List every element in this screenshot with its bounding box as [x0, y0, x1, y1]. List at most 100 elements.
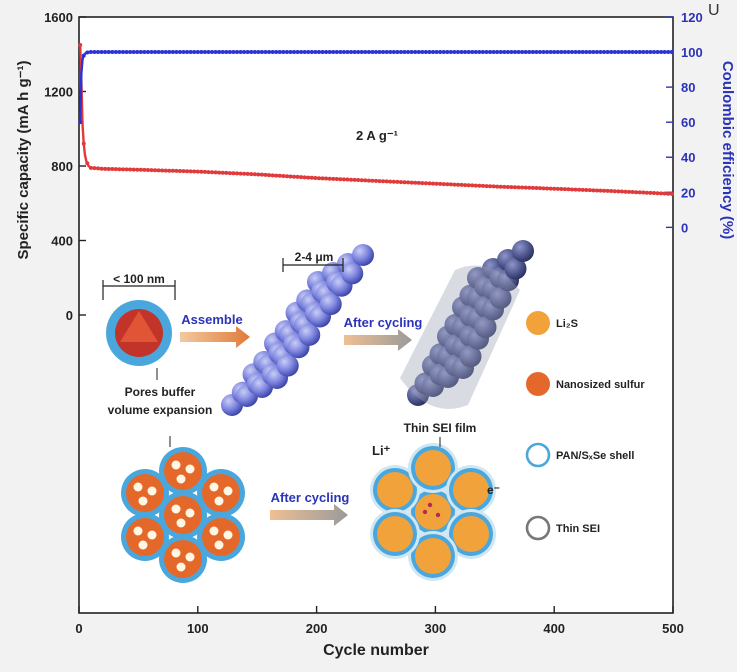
series-point: [156, 50, 161, 55]
cycled-cluster: [370, 443, 496, 581]
series-point: [598, 188, 603, 193]
series-point: [573, 187, 578, 192]
series-point: [249, 172, 254, 177]
series-point: [185, 50, 190, 55]
series-point: [142, 50, 147, 55]
series-point: [612, 189, 617, 194]
series-point: [534, 50, 539, 55]
after-cycling-arrow-bottom: After cycling: [270, 490, 349, 526]
series-point: [555, 186, 560, 191]
after-cycling-label-top: After cycling: [344, 315, 423, 330]
size-label-large: 2-4 μm: [295, 250, 334, 264]
series-point: [281, 50, 286, 55]
series-point: [128, 167, 133, 172]
series-point: [206, 50, 211, 55]
series-point: [252, 172, 257, 177]
cluster-pore: [209, 482, 219, 492]
corner-glyph: U: [708, 2, 720, 19]
cluster-pore: [214, 540, 224, 550]
series-point: [113, 50, 118, 55]
cluster-pore: [185, 508, 195, 518]
series-point: [566, 187, 571, 192]
series-point: [455, 182, 460, 187]
series-point: [81, 141, 86, 146]
right-tick-label: 80: [681, 80, 695, 95]
cluster-pore: [214, 496, 224, 506]
series-point: [452, 182, 457, 187]
series-point: [149, 168, 154, 173]
series-point: [199, 50, 204, 55]
legend-label: PAN/SₓSe shell: [556, 450, 634, 462]
cluster-pore: [171, 548, 181, 558]
series-point: [267, 50, 272, 55]
series-point: [516, 50, 521, 55]
series-point: [284, 174, 289, 179]
series-point: [156, 168, 161, 173]
series-point: [391, 179, 396, 184]
series-point: [256, 172, 261, 177]
series-point: [445, 182, 450, 187]
series-point: [267, 173, 272, 178]
cluster-pore: [176, 474, 186, 484]
series-point: [488, 50, 493, 55]
series-point: [220, 170, 225, 175]
series-point: [306, 175, 311, 180]
cycled-microrod: [400, 240, 534, 409]
x-tick-label: 500: [662, 621, 684, 636]
series-point: [352, 50, 357, 55]
series-point: [651, 191, 656, 196]
series-point: [163, 168, 168, 173]
series-point: [641, 190, 646, 195]
cluster-core: [202, 518, 240, 556]
series-point: [502, 184, 507, 189]
series-point: [520, 50, 525, 55]
series-point: [135, 50, 140, 55]
series-point: [324, 176, 329, 181]
right-tick-label: 20: [681, 185, 695, 200]
series-point: [406, 50, 411, 55]
series-point: [210, 50, 215, 55]
li-dot: [427, 502, 433, 508]
series-point: [356, 50, 361, 55]
series-point: [537, 186, 542, 191]
series-point: [609, 50, 614, 55]
series-point: [120, 167, 125, 172]
series-point: [78, 120, 83, 125]
series-point: [602, 50, 607, 55]
series-point: [81, 53, 86, 58]
series-point: [484, 50, 489, 55]
series-point: [88, 50, 93, 55]
rod-sphere: [489, 286, 512, 309]
series-point: [313, 50, 318, 55]
x-tick-label: 0: [75, 621, 82, 636]
series-point: [530, 185, 535, 190]
left-tick-label: 1200: [44, 85, 73, 100]
series-point: [381, 179, 386, 184]
series-point: [659, 191, 664, 196]
series-point: [103, 50, 108, 55]
series-point: [587, 50, 592, 55]
electron-label: e⁻: [487, 483, 500, 497]
series-point: [566, 50, 571, 55]
rod-sphere: [459, 345, 482, 368]
series-point: [338, 177, 343, 182]
series-point: [259, 50, 264, 55]
series-point: [263, 50, 268, 55]
cluster-core: [453, 516, 489, 552]
series-point: [495, 184, 500, 189]
series-point: [131, 50, 136, 55]
series-point: [591, 188, 596, 193]
series-point: [110, 50, 115, 55]
series-point: [242, 50, 247, 55]
series-point: [88, 165, 93, 170]
series-point: [488, 184, 493, 189]
series-point: [577, 50, 582, 55]
series-point: [192, 50, 197, 55]
left-tick-label: 400: [51, 234, 73, 249]
series-point: [117, 50, 122, 55]
series-point: [498, 50, 503, 55]
series-point: [334, 50, 339, 55]
series-point: [341, 50, 346, 55]
series-point: [598, 50, 603, 55]
series-point: [377, 179, 382, 184]
